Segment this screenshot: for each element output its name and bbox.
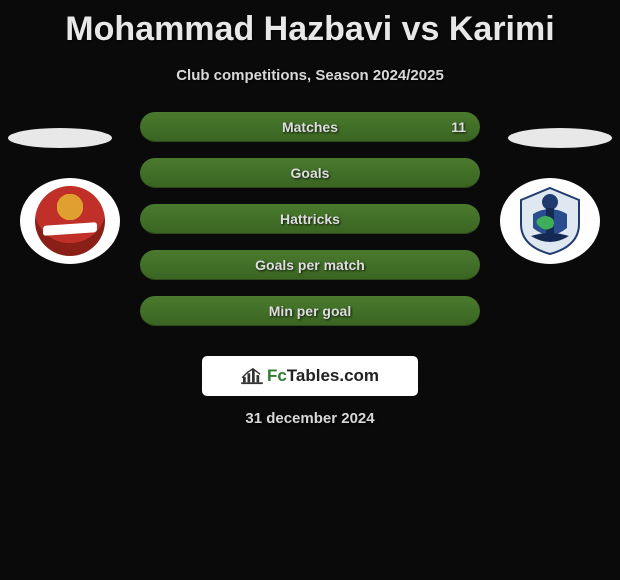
footer-date: 31 december 2024: [0, 410, 620, 427]
stat-row-hattricks: Hattricks: [140, 204, 480, 234]
stat-value: 11: [451, 119, 466, 135]
stat-row-matches: Matches 11: [140, 112, 480, 142]
brand-logo: FcTables.com: [202, 356, 418, 396]
brand-suffix: Tables.com: [287, 366, 379, 385]
stat-row-goals-per-match: Goals per match: [140, 250, 480, 280]
stat-row-goals: Goals: [140, 158, 480, 188]
stat-label: Min per goal: [269, 303, 351, 319]
stat-row-min-per-goal: Min per goal: [140, 296, 480, 326]
brand-prefix: Fc: [267, 366, 287, 385]
stats-table: Matches 11 Goals Hattricks Goals per match Mi…: [0, 112, 620, 332]
stat-label: Matches: [282, 119, 338, 135]
stat-label: Goals: [291, 165, 330, 181]
subtitle: Club competitions, Season 2024/2025: [0, 67, 620, 84]
page-title: Mohammad Hazbavi vs Karimi: [0, 0, 620, 49]
stat-label: Hattricks: [280, 211, 340, 227]
stat-label: Goals per match: [255, 257, 365, 273]
brand-text: FcTables.com: [267, 366, 379, 386]
bar-chart-icon: [241, 367, 263, 385]
